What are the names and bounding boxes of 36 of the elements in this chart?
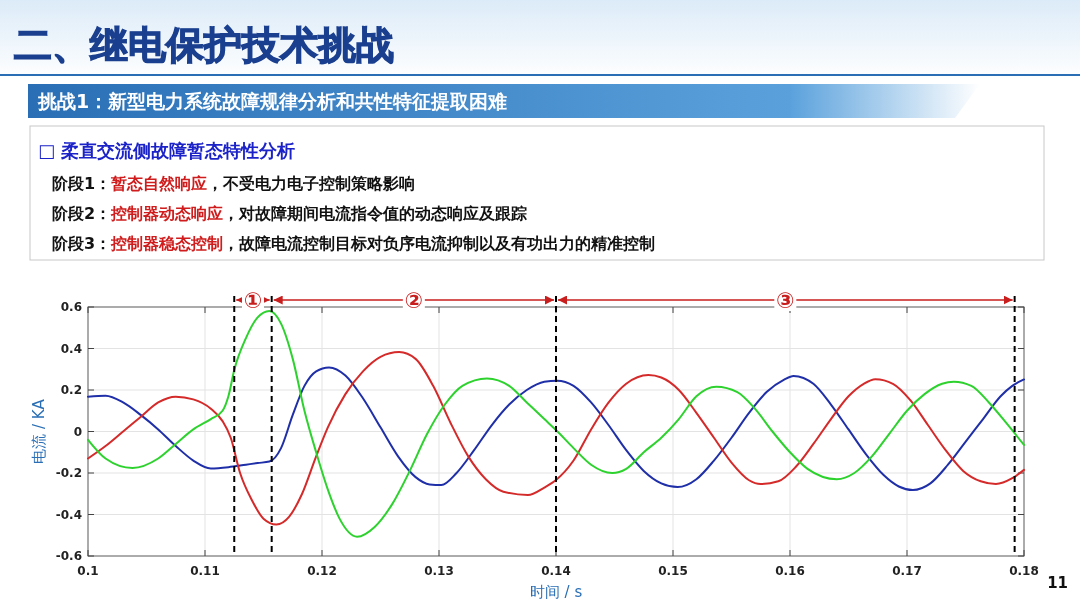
text: ，不受电力电子控制策略影响: [207, 174, 416, 193]
annotation: ②: [404, 287, 424, 313]
y-tick-label: 0.2: [60, 383, 82, 398]
x-tick-label: 0.16: [775, 564, 805, 578]
text: 阶段2：: [52, 204, 112, 223]
text: 阶段1：: [52, 174, 112, 193]
text: ，故障电流控制目标对负序电流抑制以及有功出力的精准控制: [223, 234, 656, 253]
x-tick-label: 0.13: [424, 564, 454, 578]
y-tick-label: 0: [73, 424, 82, 439]
text: 控制器稳态控制: [110, 234, 224, 253]
annotation: ①: [243, 287, 263, 313]
text: □ 柔直交流侧故障暂态特性分析: [38, 140, 296, 161]
annotation: ③: [776, 287, 795, 313]
text: 11: [1047, 574, 1068, 592]
text: ，对故障期间电流指令值的动态响应及跟踪: [223, 204, 528, 223]
y-tick-label: 0.6: [60, 300, 82, 315]
x-tick-label: 0.14: [541, 564, 571, 578]
y-tick-label: 0.4: [60, 341, 82, 356]
y-axis-title: 电流 / KA: [30, 398, 48, 464]
y-tick-label: -0.4: [55, 507, 82, 522]
text: 阶段3：: [52, 234, 112, 253]
text: 控制器动态响应: [110, 204, 224, 223]
x-axis-title: 时间 / s: [529, 583, 583, 601]
y-tick-label: -0.2: [55, 466, 82, 481]
line-series: [87, 351, 1025, 526]
x-tick-label: 0.15: [658, 564, 688, 578]
x-tick-label: 0.17: [892, 564, 922, 578]
line-series: [87, 366, 1025, 492]
x-tick-label: 0.12: [307, 564, 337, 578]
chart-subtitle: 挑战1：新型电力系统故障规律分析和共性特征提取困难: [37, 90, 508, 112]
chart-title: 二、继电保护技术挑战: [14, 23, 394, 67]
x-tick-label: 0.1: [77, 564, 99, 578]
x-tick-label: 0.18: [1009, 564, 1039, 578]
text: 暂态自然响应: [110, 174, 208, 193]
x-tick-label: 0.11: [190, 564, 220, 578]
y-tick-label: -0.6: [55, 549, 82, 564]
